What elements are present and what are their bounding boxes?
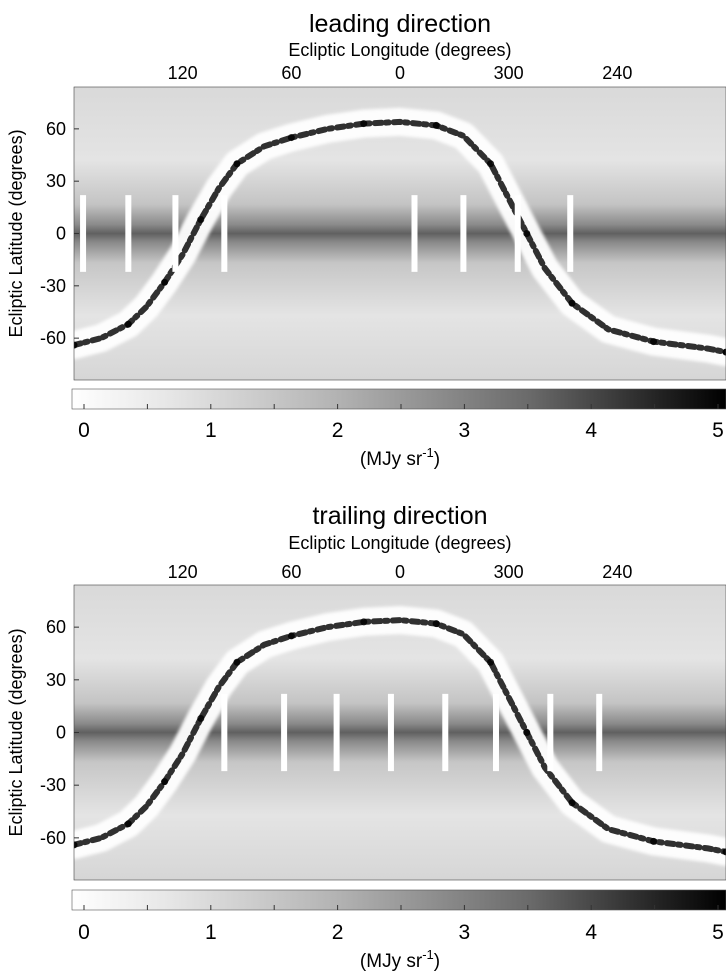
colorbar-tick-label: 0 bbox=[78, 419, 90, 442]
gap-stripe bbox=[567, 195, 574, 272]
x-tick-label: 60 bbox=[281, 562, 301, 582]
y-tick-label: 0 bbox=[56, 224, 66, 244]
gap-stripe bbox=[547, 693, 554, 772]
colorbar-unit-label: (MJy sr-1) bbox=[360, 947, 440, 972]
gap-stripe bbox=[596, 693, 603, 772]
gap-stripe bbox=[80, 195, 87, 272]
emission-point bbox=[722, 348, 726, 356]
emission-point bbox=[432, 620, 440, 628]
colorbar bbox=[71, 889, 726, 911]
y-tick-label: 60 bbox=[46, 617, 66, 637]
y-axis-label: Ecliptic Latitude (degrees) bbox=[6, 129, 26, 337]
x-axis-label: Ecliptic Longitude (degrees) bbox=[288, 40, 511, 60]
emission-point bbox=[74, 341, 78, 349]
emission-point bbox=[523, 230, 531, 237]
gap-stripe bbox=[221, 195, 228, 272]
map-content bbox=[74, 107, 726, 367]
x-tick-label: 300 bbox=[494, 63, 524, 83]
y-axis-label: Ecliptic Latitude (degrees) bbox=[6, 628, 26, 836]
colorbar bbox=[71, 388, 726, 410]
colorbar-tick-label: 5 bbox=[712, 921, 724, 944]
x-tick-label: 0 bbox=[395, 562, 405, 582]
gap-stripe bbox=[460, 195, 467, 272]
emission-point bbox=[124, 320, 132, 328]
panel-1: trailing direction Ecliptic Longitude (de… bbox=[6, 502, 726, 972]
emission-point bbox=[124, 820, 132, 828]
emission-point bbox=[432, 121, 440, 129]
gap-stripe bbox=[387, 693, 394, 772]
panel-title: leading direction bbox=[309, 10, 491, 38]
emission-point bbox=[197, 714, 205, 722]
gap-stripe bbox=[492, 693, 499, 772]
colorbar-tick-label: 3 bbox=[459, 921, 471, 944]
emission-point bbox=[161, 278, 169, 286]
emission-point bbox=[568, 299, 576, 307]
y-tick-label: 0 bbox=[56, 723, 66, 743]
colorbar-tick-label: 5 bbox=[712, 419, 724, 442]
emission-point bbox=[233, 658, 241, 666]
emission-point bbox=[197, 216, 205, 224]
colorbar-tick-label: 4 bbox=[585, 921, 597, 944]
colorbar-tick-label: 2 bbox=[332, 419, 344, 442]
x-tick-label: 300 bbox=[494, 562, 524, 582]
emission-point bbox=[523, 729, 531, 736]
map-content bbox=[74, 606, 726, 866]
colorbar-tick-label: 2 bbox=[332, 921, 344, 944]
emission-point bbox=[287, 632, 295, 640]
emission-point bbox=[161, 778, 169, 786]
x-axis-label: Ecliptic Longitude (degrees) bbox=[288, 533, 511, 553]
gap-stripe bbox=[411, 195, 418, 272]
emission-point bbox=[650, 338, 658, 346]
colorbar-tick-label: 1 bbox=[205, 419, 217, 442]
emission-point bbox=[360, 618, 368, 626]
colorbar-tick-label: 3 bbox=[459, 419, 471, 442]
gap-stripe bbox=[221, 693, 228, 772]
emission-point bbox=[568, 799, 576, 807]
gap-stripe bbox=[514, 195, 521, 272]
emission-point bbox=[487, 160, 495, 168]
emission-point bbox=[233, 160, 241, 168]
x-tick-label: 240 bbox=[602, 63, 632, 83]
gap-stripe bbox=[125, 195, 132, 272]
x-tick-label: 0 bbox=[395, 63, 405, 83]
gap-stripe bbox=[281, 693, 288, 772]
panel-title: trailing direction bbox=[312, 502, 487, 530]
emission-point bbox=[650, 837, 658, 845]
x-tick-label: 120 bbox=[168, 562, 198, 582]
emission-point bbox=[74, 841, 78, 849]
emission-point bbox=[287, 134, 295, 142]
colorbar-tick-label: 0 bbox=[78, 921, 90, 944]
x-tick-label: 240 bbox=[602, 562, 632, 582]
emission-point bbox=[487, 658, 495, 666]
y-tick-label: -60 bbox=[40, 328, 66, 348]
colorbar-tick-label: 1 bbox=[205, 921, 217, 944]
colorbar-unit-label: (MJy sr-1) bbox=[360, 445, 440, 470]
y-tick-label: -30 bbox=[40, 276, 66, 296]
colorbar-tick-label: 4 bbox=[585, 419, 597, 442]
gap-stripe bbox=[172, 195, 179, 272]
y-tick-label: 30 bbox=[46, 171, 66, 191]
emission-point bbox=[360, 120, 368, 128]
gap-stripe bbox=[333, 693, 340, 772]
emission-point bbox=[722, 848, 726, 856]
x-tick-label: 120 bbox=[168, 63, 198, 83]
y-tick-label: 60 bbox=[46, 119, 66, 139]
gap-stripe bbox=[442, 693, 449, 772]
y-tick-label: -60 bbox=[40, 828, 66, 848]
y-tick-label: -30 bbox=[40, 775, 66, 795]
y-tick-label: 30 bbox=[46, 670, 66, 690]
x-tick-label: 60 bbox=[281, 63, 301, 83]
